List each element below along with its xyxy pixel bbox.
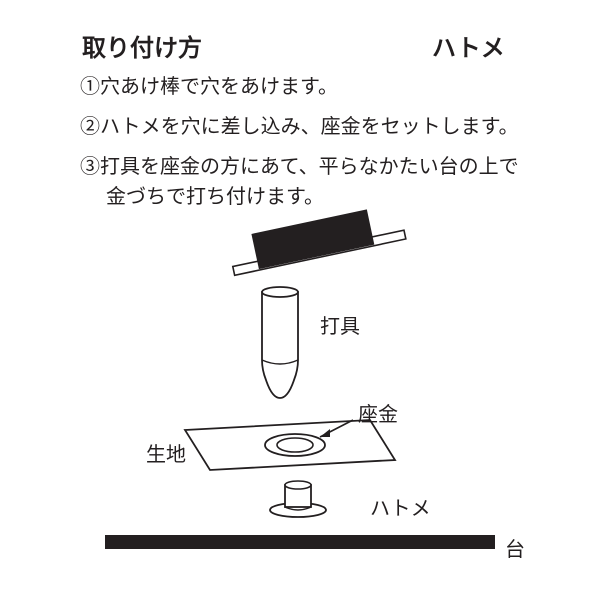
base-icon — [105, 535, 495, 549]
punch-tool-icon — [262, 287, 298, 398]
assembly-diagram — [0, 0, 600, 600]
label-washer: 座金 — [358, 398, 398, 427]
hammer-icon — [227, 203, 406, 276]
fabric-icon — [185, 420, 395, 470]
label-fabric: 生地 — [146, 438, 186, 467]
label-tool: 打具 — [320, 310, 360, 339]
label-eyelet: ハトメ — [370, 492, 431, 521]
instruction-page: 取り付け方 ハトメ ①穴あけ棒で穴をあけます。 ②ハトメを穴に差し込み、座金をセ… — [0, 0, 600, 600]
eyelet-icon — [270, 481, 326, 517]
label-base: 台 — [505, 533, 525, 562]
